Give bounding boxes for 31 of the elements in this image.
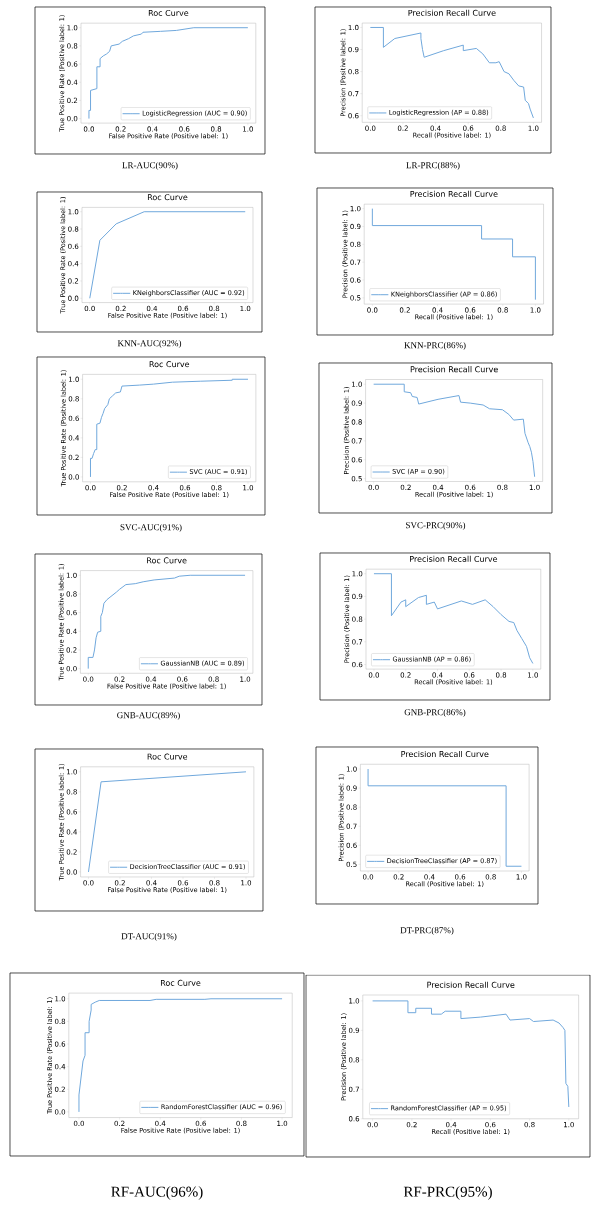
line-series [89,378,249,478]
text: RF-PRC(95%) [403,1186,492,1200]
chart-title: Precision Recall Curve [427,981,515,988]
chart-title: Precision Recall Curve [401,750,489,758]
line-series [88,27,249,120]
chart-title: Roc Curve [148,9,189,16]
text: SVC-PRC(90%) [406,521,466,531]
text: DT-AUC(91%) [121,932,177,942]
chart-title: Roc Curve [147,557,187,564]
text: DT-PRC(87%) [400,926,454,936]
chart-title: Precision Recall Curve [410,190,498,197]
chart-title: Precision Recall Curve [410,366,498,373]
chart-title: Roc Curve [147,194,188,201]
text: LR-PRC(88%) [406,161,460,171]
chart-title: Precision Recall Curve [410,555,498,562]
chart-title: Roc Curve [147,753,188,760]
chart-title: Roc Curve [160,979,201,986]
text: RF-AUC(96%) [111,1186,203,1200]
text: KNN-PRC(86%) [404,341,466,351]
line-series [371,208,536,301]
chart-title: Precision Recall Curve [408,9,496,16]
line-series [369,26,534,119]
line-series [373,573,534,664]
text: LR-AUC(90%) [122,161,178,171]
chart-title: Roc Curve [149,361,190,368]
line-series [373,383,536,478]
text: KNN-AUC(92%) [117,339,182,349]
text: GNB-AUC(89%) [117,711,180,721]
text: GNB-PRC(86%) [404,708,466,718]
line-series [89,211,246,299]
text: SVC-AUC(91%) [120,523,182,533]
